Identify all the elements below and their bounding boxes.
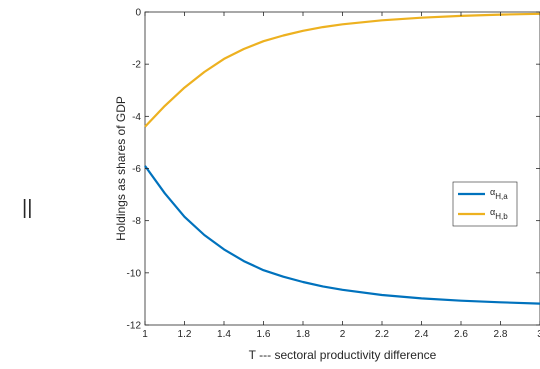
y-tick-label: -12 (127, 321, 142, 332)
x-tick-label: 1.8 (296, 329, 310, 340)
series-line-1 (144, 165, 540, 305)
x-tick-label: 2 (340, 329, 346, 340)
x-axis-label: T --- sectoral productivity difference (249, 348, 437, 362)
series-line-2 (144, 12, 540, 128)
y-tick-label: -10 (127, 268, 142, 279)
legend-box (452, 181, 518, 227)
y-tick-label: -2 (132, 60, 141, 71)
x-tick-label: 3 (537, 329, 540, 340)
x-tick-label: 1.6 (257, 329, 271, 340)
legend: αH,a αH,b (452, 181, 518, 227)
x-tick-label: 2.2 (375, 329, 389, 340)
plot-frame (144, 11, 540, 326)
plot-area: 1 1.2 1.4 1.6 1.8 2 2.2 2.4 2.6 2.8 3 0 -2 -4 -6 -8 -10 -… (127, 8, 540, 340)
y-tick-label: -6 (132, 164, 141, 175)
series-lines (144, 12, 540, 305)
legend-label-1: αH,a (490, 187, 508, 201)
axis-ticks: 1 1.2 1.4 1.6 1.8 2 2.2 2.4 2.6 2.8 3 0 -2 -4 -6 -8 -10 -… (127, 8, 540, 340)
x-tick-label: 2.4 (415, 329, 429, 340)
legend-label-2: αH,b (490, 207, 508, 221)
y-tick-label: 0 (135, 8, 141, 19)
y-tick-label: -4 (132, 112, 141, 123)
x-tick-label: 2.6 (454, 329, 468, 340)
y-axis-label: Holdings as shares of GDP (114, 96, 128, 241)
equals-symbol: || (22, 197, 32, 219)
x-tick-label: 2.8 (494, 329, 508, 340)
x-tick-label: 1.2 (178, 329, 192, 340)
y-tick-label: -8 (132, 216, 141, 227)
x-tick-label: 1.4 (217, 329, 231, 340)
x-tick-label: 1 (142, 329, 148, 340)
